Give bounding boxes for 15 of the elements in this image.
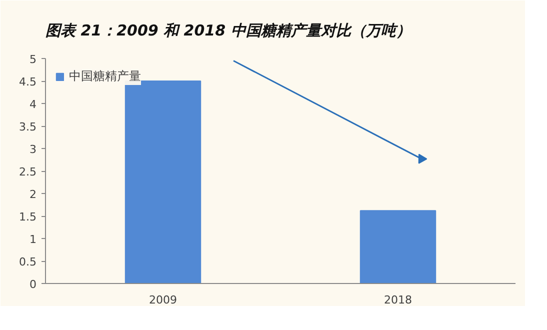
y-tick-label: 4 — [30, 98, 36, 111]
y-tick-label: 5 — [30, 53, 36, 66]
x-tick-label: 2018 — [384, 294, 412, 306]
y-tick-label: 0 — [30, 278, 36, 291]
y-tick-label: 1.5 — [19, 210, 37, 224]
y-tick-label: 2.5 — [19, 166, 37, 178]
y-tick-label: 3 — [30, 143, 36, 156]
chart-title: 图表 21：2009 和 2018 中国糖精产量对比（万吨） — [46, 22, 411, 40]
y-tick-label: 4.5 — [19, 76, 37, 88]
x-tick-label: 2009 — [149, 294, 178, 306]
y-tick-label: 2 — [30, 188, 36, 201]
y-tick-label: 0.5 — [19, 256, 37, 268]
y-tick-label: 3.5 — [19, 120, 37, 134]
y-tick-label: 1 — [30, 233, 36, 246]
legend-label: 中国糖精产量 — [69, 68, 141, 85]
